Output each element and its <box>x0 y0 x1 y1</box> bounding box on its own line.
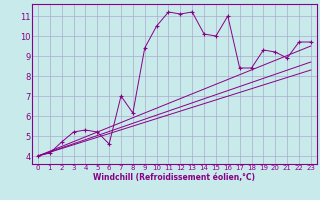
X-axis label: Windchill (Refroidissement éolien,°C): Windchill (Refroidissement éolien,°C) <box>93 173 255 182</box>
